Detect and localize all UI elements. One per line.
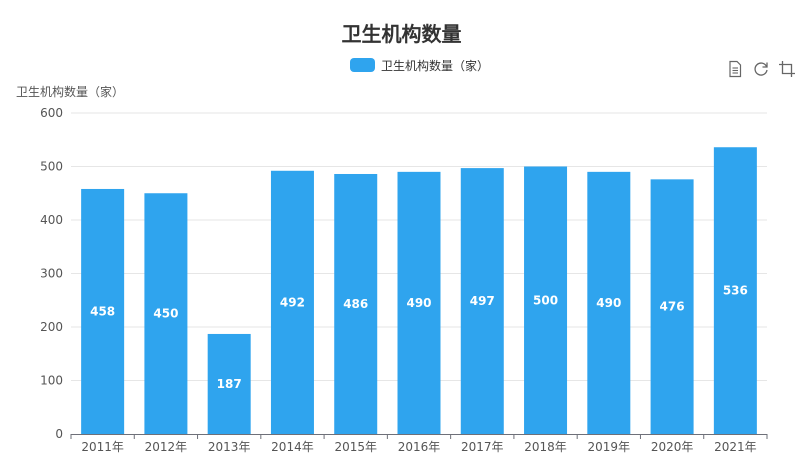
y-tick-label: 300 — [40, 267, 63, 281]
x-tick-label: 2020年 — [651, 440, 694, 454]
bar[interactable] — [524, 166, 568, 435]
bar-data-label: 476 — [660, 300, 685, 314]
chart-title: 卫生机构数量 — [341, 22, 462, 46]
x-tick-label: 2018年 — [524, 440, 567, 454]
bar-data-label: 490 — [596, 296, 621, 310]
x-tick-label: 2015年 — [334, 440, 377, 454]
bar[interactable] — [207, 333, 251, 434]
y-tick-label: 200 — [40, 320, 63, 334]
bar-data-label: 500 — [533, 293, 558, 307]
bar[interactable] — [334, 173, 378, 435]
x-tick-label: 2021年 — [714, 440, 757, 454]
bar-data-label: 450 — [153, 307, 178, 321]
x-tick-label: 2013年 — [208, 440, 251, 454]
x-tick-label: 2012年 — [145, 440, 188, 454]
y-tick-label: 500 — [40, 160, 63, 174]
bar-data-label: 486 — [343, 297, 368, 311]
bar[interactable] — [587, 171, 631, 434]
bar[interactable] — [397, 171, 441, 434]
x-tick-label: 2017年 — [461, 440, 504, 454]
bar-data-label: 490 — [406, 296, 431, 310]
x-tick-label: 2019年 — [588, 440, 631, 454]
bar[interactable] — [81, 188, 125, 434]
restore-icon[interactable] — [752, 60, 770, 78]
bar-data-label: 187 — [217, 377, 242, 391]
bar[interactable] — [650, 179, 694, 434]
bar[interactable] — [144, 193, 188, 434]
bar[interactable] — [713, 147, 757, 435]
legend[interactable]: 卫生机构数量（家） — [350, 56, 489, 74]
legend-swatch[interactable] — [350, 58, 375, 72]
bar-data-label: 458 — [90, 304, 115, 318]
bar[interactable] — [270, 170, 314, 434]
y-tick-label: 600 — [40, 106, 63, 120]
y-tick-label: 0 — [55, 427, 63, 441]
data-view-icon[interactable] — [726, 60, 744, 78]
bar-data-label: 497 — [470, 294, 495, 308]
bar-data-label: 492 — [280, 295, 305, 309]
y-tick-label: 400 — [40, 213, 63, 227]
crop-icon[interactable] — [778, 60, 796, 78]
bar[interactable] — [460, 168, 504, 435]
bar-data-label: 536 — [723, 284, 748, 298]
y-axis-title: 卫生机构数量（家） — [16, 84, 124, 99]
y-tick-label: 100 — [40, 374, 63, 388]
toolbox — [726, 60, 796, 78]
x-tick-label: 2011年 — [81, 440, 124, 454]
x-tick-label: 2014年 — [271, 440, 314, 454]
legend-label[interactable]: 卫生机构数量（家） — [381, 58, 490, 73]
x-tick-label: 2016年 — [398, 440, 441, 454]
